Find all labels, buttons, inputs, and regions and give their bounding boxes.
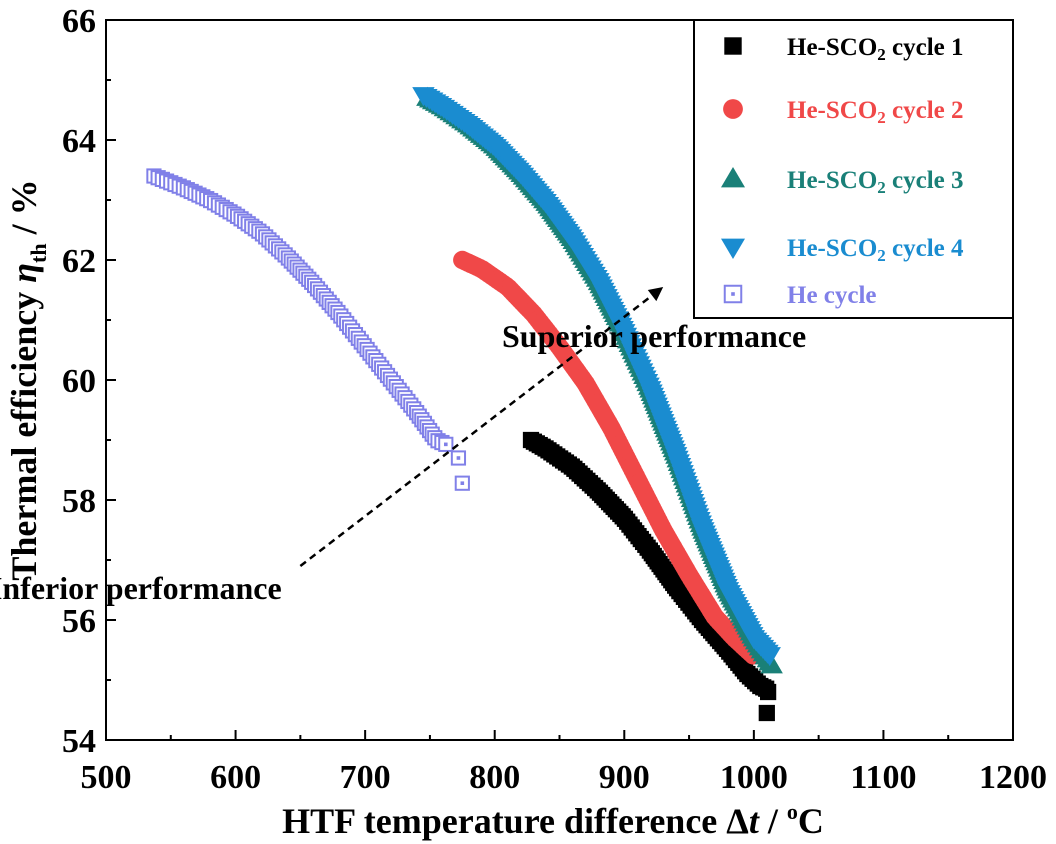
trend-arrow-line	[299, 294, 653, 567]
data-point	[758, 647, 781, 667]
y-tick-label: 60	[62, 363, 96, 400]
data-point	[438, 436, 454, 452]
x-tick-label: 1200	[979, 759, 1047, 796]
tick-labels: 500 600 700 800 900 1000 1100 1200 54 56 58 60 62 64 6…	[62, 3, 1047, 796]
legend-marker	[723, 99, 743, 119]
plot-frame	[105, 19, 1014, 741]
x-tick-label: 900	[599, 759, 650, 796]
x-tick-label: 1100	[850, 759, 916, 796]
legend-marker	[724, 37, 742, 55]
legend-item: He-SCO2 cycle 1	[724, 34, 964, 64]
data-point	[758, 704, 775, 722]
legend-label: He-SCO2 cycle 4	[787, 235, 964, 265]
legend-marker	[721, 167, 745, 188]
legend: He-SCO2 cycle 1 He-SCO2 cycle 2 He-SCO2 cy…	[693, 19, 1014, 319]
x-tick-label: 1000	[720, 759, 788, 796]
legend-label: He-SCO2 cycle 1	[787, 34, 964, 64]
annotation-superior: Superior performance	[502, 318, 806, 354]
legend-marker	[721, 238, 745, 259]
legend-item: He-SCO2 cycle 4	[721, 235, 964, 265]
legend-label: He cycle	[787, 282, 877, 309]
legend-label: He-SCO2 cycle 2	[787, 97, 964, 127]
legend-marker	[723, 284, 743, 304]
x-tick-label: 500	[81, 759, 132, 796]
x-tick-label: 800	[469, 759, 520, 796]
legend-item: He-SCO2 cycle 3	[721, 167, 964, 197]
legend-item: He cycle	[723, 282, 877, 309]
y-tick-label: 66	[62, 3, 96, 40]
legend-label: He-SCO2 cycle 3	[787, 167, 964, 197]
y-axis-title: Thermal efficiency ηth / %	[4, 179, 51, 580]
data-point	[454, 475, 470, 491]
y-tick-label: 58	[62, 483, 96, 520]
x-tick-label: 700	[340, 759, 391, 796]
data-point	[450, 450, 467, 466]
y-tick-label: 62	[62, 243, 96, 280]
series-1	[522, 431, 777, 722]
series-2	[453, 250, 763, 665]
data-point	[759, 683, 777, 701]
y-tick-label: 54	[62, 723, 96, 760]
legend-box	[693, 19, 1014, 319]
data-point	[760, 654, 783, 674]
annotation-inferior: Inferior performance	[0, 570, 282, 606]
x-axis-title: HTF temperature difference Δt / oC	[282, 799, 824, 841]
annotations: Superior performance Inferior performance	[0, 287, 806, 606]
y-tick-label: 56	[62, 603, 96, 640]
x-tick-label: 600	[210, 759, 261, 796]
trend-arrow-head	[647, 287, 664, 302]
plot-area	[146, 86, 783, 722]
y-tick-label: 64	[62, 123, 96, 160]
series-5	[146, 168, 470, 491]
legend-item: He-SCO2 cycle 2	[723, 97, 964, 127]
